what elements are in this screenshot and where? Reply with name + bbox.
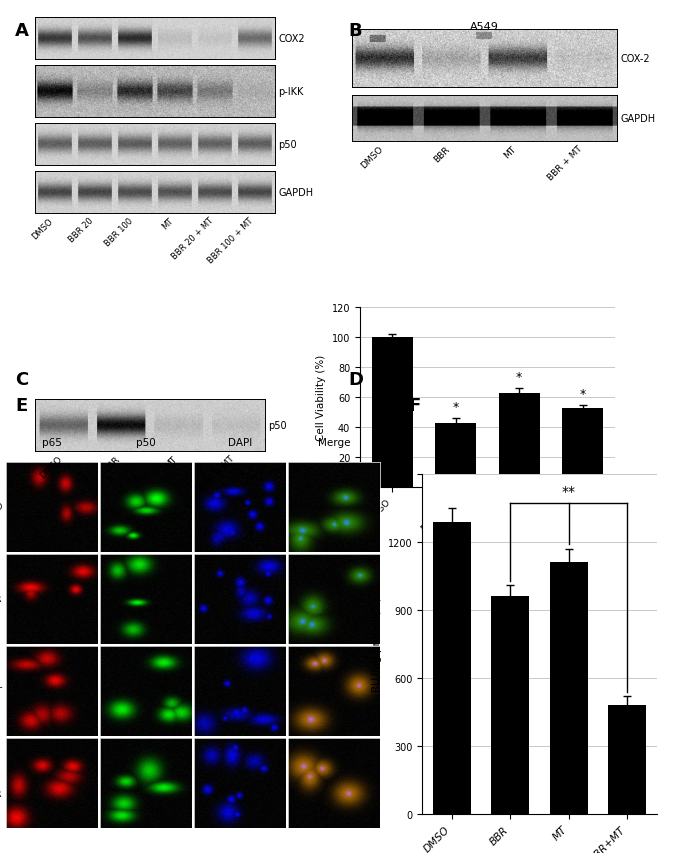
Text: GAPDH: GAPDH — [621, 113, 656, 124]
Text: A549: A549 — [470, 22, 499, 32]
Text: F: F — [408, 397, 420, 415]
Text: A: A — [15, 22, 29, 40]
Text: DMSO: DMSO — [31, 217, 55, 241]
Y-axis label: Cell Viability (%): Cell Viability (%) — [316, 355, 326, 441]
Text: p-IKK: p-IKK — [279, 87, 304, 97]
Text: B: B — [348, 22, 362, 40]
Text: E: E — [15, 397, 27, 415]
Text: DMSO: DMSO — [0, 503, 2, 512]
Bar — [549, 563, 588, 814]
Text: BBR: BBR — [0, 595, 2, 604]
Bar — [435, 423, 477, 487]
Text: *: * — [453, 401, 459, 414]
Text: BBR + MT: BBR + MT — [198, 454, 236, 492]
Text: p50: p50 — [279, 140, 297, 150]
Text: p50: p50 — [269, 421, 287, 431]
Text: BBR 100: BBR 100 — [103, 217, 135, 248]
Text: BBR: BBR — [432, 144, 452, 164]
Text: *: * — [516, 371, 522, 384]
Text: BBR 20: BBR 20 — [67, 217, 95, 244]
Text: Merge: Merge — [318, 438, 350, 448]
Bar — [498, 393, 540, 487]
Bar — [562, 408, 603, 487]
Text: DMSO: DMSO — [38, 454, 64, 479]
Text: MT: MT — [502, 144, 517, 160]
Text: MT
+
BBR: MT + BBR — [0, 769, 2, 798]
Text: DMSO: DMSO — [360, 144, 385, 170]
Text: **: ** — [562, 485, 576, 498]
Text: D: D — [348, 371, 363, 389]
Text: MT: MT — [0, 687, 2, 696]
Text: p65: p65 — [42, 438, 62, 448]
Text: BBR + MT: BBR + MT — [546, 144, 584, 183]
Text: COX-2: COX-2 — [621, 54, 651, 64]
Text: MT: MT — [163, 454, 179, 470]
Text: GAPDH: GAPDH — [279, 188, 313, 198]
Bar — [371, 338, 413, 487]
Text: MT: MT — [160, 217, 175, 231]
Text: *: * — [579, 387, 586, 401]
Text: COX2: COX2 — [279, 34, 305, 44]
Text: BBR: BBR — [102, 454, 121, 473]
Bar — [491, 597, 529, 814]
Text: p50: p50 — [136, 438, 156, 448]
Text: BBR 100 + MT: BBR 100 + MT — [206, 217, 255, 265]
Bar — [432, 522, 471, 814]
Text: DAPI: DAPI — [228, 438, 252, 448]
Text: BBR 20 + MT: BBR 20 + MT — [169, 217, 215, 262]
Y-axis label: RLU/ug protein(%): RLU/ug protein(%) — [372, 597, 382, 692]
Bar — [609, 705, 646, 814]
Text: C: C — [15, 371, 28, 389]
